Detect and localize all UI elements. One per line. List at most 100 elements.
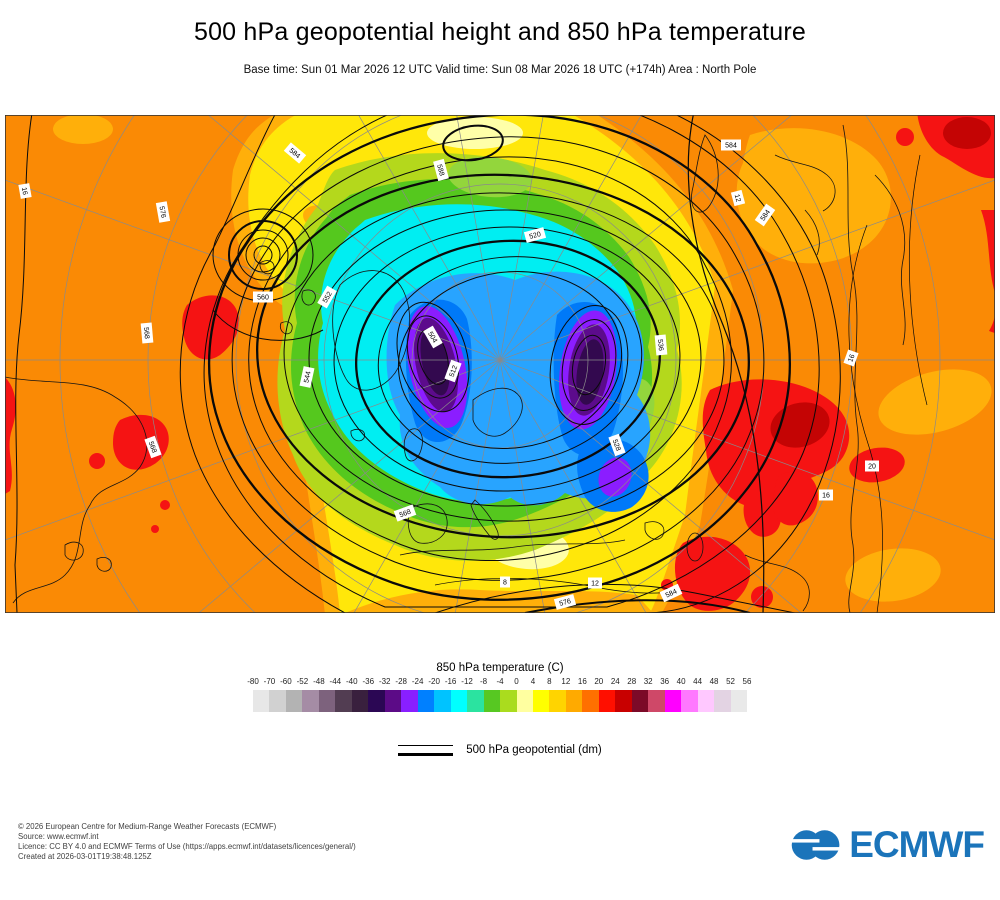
svg-text:552: 552 [322,291,334,305]
ecmwf-logo-text: ECMWF [849,824,985,865]
colorbar-cell [730,690,748,712]
svg-text:520: 520 [529,231,542,241]
svg-text:16: 16 [20,187,28,196]
svg-text:544: 544 [303,371,312,384]
colorbar-cell [351,690,369,712]
colorbar-cell [450,690,468,712]
colorbar-tick: -44 [329,677,342,686]
geopotential-legend: 500 hPa geopotential (dm) [0,744,1000,756]
footer-source: Source: www.ecmwf.int [18,832,99,841]
svg-text:560: 560 [257,295,269,302]
colorbar-tick: -80 [247,677,259,686]
geopotential-legend-label: 500 hPa geopotential (dm) [466,744,602,756]
colorbar-cell [318,690,336,712]
colorbar-tick: -12 [461,677,473,686]
colorbar-tick: 0 [514,677,519,686]
ecmwf-logo-icon [790,830,843,860]
colorbar-tick: -48 [313,677,325,686]
temperature-colorbar [253,690,748,712]
colorbar-cell [368,690,385,712]
svg-text:12: 12 [733,194,742,203]
geopotential-thick-line [398,752,454,756]
colorbar-cell [516,690,533,712]
colorbar-cell [664,690,682,712]
svg-text:512: 512 [449,365,460,378]
colorbar-cell [434,690,451,712]
colorbar-cell [631,690,649,712]
colorbar-cell [697,690,715,712]
colorbar-cell [417,690,435,712]
colorbar-cell [582,690,599,712]
svg-text:588: 588 [435,164,445,177]
weather-map: 584 588 576 568 560 584 584 568 568 576 … [5,115,995,613]
colorbar-cell [335,690,352,712]
colorbar-cell [565,690,583,712]
temperature-legend-title: 850 hPa temperature (C) [436,662,564,674]
colorbar-tick: -20 [428,677,440,686]
svg-text:504: 504 [426,331,438,345]
colorbar-cell [285,690,303,712]
colorbar-tick: 52 [726,677,735,686]
colorbar-tick: -32 [378,677,391,686]
map-border [5,115,995,613]
colorbar-tick: 8 [547,677,552,686]
colorbar-tick: -16 [444,677,457,686]
colorbar-cell [500,690,517,712]
colorbar-tick: -36 [362,677,375,686]
svg-text:16: 16 [847,353,856,363]
colorbar-tick: 20 [594,677,604,686]
colorbar-tick: -60 [280,677,292,686]
svg-text:16: 16 [822,493,830,500]
svg-text:576: 576 [559,598,572,608]
colorbar-tick: 40 [676,677,686,686]
colorbar-tick: 44 [693,677,703,686]
colorbar-tick: 16 [577,677,587,686]
colorbar-cell [269,690,286,712]
temperature-ticks: -80 -70 -60 -52 -48 -44 -40 -36 -32 -28 -24 -20 -16-… [247,677,751,690]
svg-text:12: 12 [591,581,599,588]
svg-text:20: 20 [868,464,876,471]
colorbar-cell [467,690,484,712]
colorbar-tick: 36 [660,677,670,686]
colorbar-cell [483,690,501,712]
geopotential-line-samples [398,744,454,756]
svg-text:528: 528 [611,439,622,452]
page-subtitle: Base time: Sun 01 Mar 2026 12 UTC Valid … [243,64,757,76]
colorbar-cell [681,690,698,712]
svg-text:568: 568 [147,441,158,454]
colorbar-cell [648,690,665,712]
colorbar-cell [384,690,402,712]
colorbar-tick: -28 [395,677,407,686]
temperature-bar-wrap: -80 -70 -60 -52 -48 -44 -40 -36 -32 -28 -24 -20 -16-… [247,677,751,712]
colorbar-tick: -4 [496,677,504,686]
colorbar-tick: 24 [610,677,620,686]
svg-text:568: 568 [142,327,150,339]
colorbar-cell [615,690,632,712]
colorbar-cell [714,690,731,712]
colorbar-tick: 56 [742,677,752,686]
colorbar-tick: 48 [709,677,719,686]
colorbar-cell [549,690,566,712]
colorbar-tick: -52 [296,677,309,686]
svg-text:576: 576 [158,206,167,219]
contour-labels: 584 588 576 568 560 584 584 568 568 576 … [18,139,879,610]
colorbar-cell [302,690,319,712]
colorbar-tick: 4 [530,677,536,686]
map-frame: 584 588 576 568 560 584 584 568 568 576 … [5,115,995,613]
colorbar-tick: -70 [263,677,276,686]
colorbar-tick: -8 [479,677,488,686]
svg-text:584: 584 [725,143,737,150]
colorbar-tick: -24 [411,677,424,686]
colorbar-tick: 12 [561,677,571,686]
geopotential-thin-line [398,744,454,746]
colorbar-cell [532,690,550,712]
svg-text:8: 8 [503,580,507,587]
contours [14,115,928,613]
colorbar-cell [401,690,418,712]
colorbar-tick: -40 [346,677,358,686]
colorbar-tick: 32 [643,677,653,686]
page-title: 500 hPa geopotential height and 850 hPa … [193,18,807,46]
svg-text:584: 584 [665,588,679,599]
footer: © 2026 European Centre for Medium-Range … [18,822,356,862]
